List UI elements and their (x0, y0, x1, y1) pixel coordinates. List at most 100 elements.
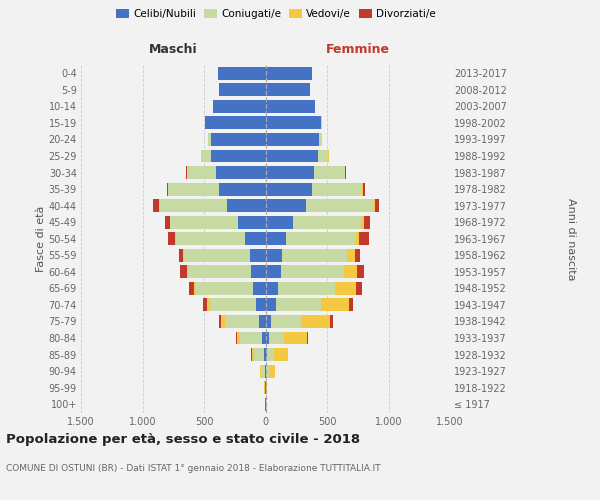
Bar (265, 282, 278, 295)
Bar (237, 332, 240, 344)
Bar (251, 266, 265, 278)
Bar (205, 116, 265, 130)
Bar (238, 216, 265, 228)
Bar (259, 315, 265, 328)
Text: Popolazione per età, sesso e stato civile - 2018: Popolazione per età, sesso e stato civil… (6, 432, 360, 446)
Bar (265, 232, 286, 245)
Bar (254, 348, 263, 361)
Bar (265, 84, 310, 96)
Text: COMUNE DI OSTUNI (BR) - Dati ISTAT 1° gennaio 2018 - Elaborazione TUTTITALIA.IT: COMUNE DI OSTUNI (BR) - Dati ISTAT 1° ge… (6, 464, 380, 473)
Bar (265, 266, 281, 278)
Bar (211, 133, 265, 146)
Bar (363, 182, 365, 196)
Bar (184, 249, 250, 262)
Bar (266, 364, 269, 378)
Bar (322, 298, 349, 312)
Bar (265, 315, 271, 328)
Bar (265, 133, 319, 146)
Bar (256, 298, 265, 312)
Bar (219, 182, 265, 196)
Bar (347, 249, 355, 262)
Bar (265, 166, 314, 179)
Bar (154, 199, 159, 212)
Bar (356, 232, 359, 245)
Bar (240, 332, 262, 344)
Bar (284, 332, 307, 344)
Bar (167, 182, 169, 196)
Bar (203, 298, 208, 312)
Bar (188, 266, 251, 278)
Bar (218, 67, 265, 80)
Bar (265, 364, 266, 378)
Bar (265, 348, 268, 361)
Y-axis label: Anni di nascita: Anni di nascita (566, 198, 577, 280)
Bar (276, 298, 322, 312)
Bar (262, 332, 265, 344)
Bar (364, 216, 370, 228)
Bar (362, 182, 363, 196)
Text: Maschi: Maschi (149, 43, 197, 56)
Bar (187, 266, 188, 278)
Bar (357, 266, 364, 278)
Bar (282, 249, 347, 262)
Bar (227, 199, 265, 212)
Y-axis label: Fasce di età: Fasce di età (35, 206, 46, 272)
Bar (265, 116, 322, 130)
Bar (212, 100, 265, 113)
Bar (311, 182, 362, 196)
Bar (220, 84, 265, 96)
Bar (306, 199, 374, 212)
Bar (314, 166, 345, 179)
Bar (335, 282, 356, 295)
Bar (188, 282, 194, 295)
Bar (375, 199, 379, 212)
Bar (263, 348, 265, 361)
Bar (281, 266, 344, 278)
Bar (265, 298, 276, 312)
Bar (266, 381, 268, 394)
Bar (250, 249, 265, 262)
Bar (349, 298, 353, 312)
Bar (169, 182, 219, 196)
Bar (208, 133, 211, 146)
Bar (160, 199, 227, 212)
Bar (176, 232, 245, 245)
Bar (271, 315, 301, 328)
Bar (344, 266, 357, 278)
Bar (265, 216, 293, 228)
Bar (251, 348, 254, 361)
Bar (356, 282, 362, 295)
Bar (209, 298, 256, 312)
Bar (208, 298, 209, 312)
Bar (181, 266, 187, 278)
Bar (319, 133, 322, 146)
Bar (194, 282, 196, 295)
Text: Femmine: Femmine (326, 43, 390, 56)
Bar (293, 216, 361, 228)
Bar (355, 249, 361, 262)
Bar (262, 364, 265, 378)
Bar (286, 232, 356, 245)
Bar (236, 332, 237, 344)
Bar (361, 216, 364, 228)
Bar (225, 315, 259, 328)
Bar (265, 249, 282, 262)
Bar (265, 100, 316, 113)
Bar (265, 332, 269, 344)
Bar (245, 232, 265, 245)
Bar (265, 199, 306, 212)
Bar (269, 364, 275, 378)
Bar (179, 249, 184, 262)
Bar (260, 364, 262, 378)
Bar (318, 150, 328, 162)
Bar (331, 315, 332, 328)
Bar (265, 67, 311, 80)
Bar (265, 182, 311, 196)
Bar (374, 199, 375, 212)
Bar (307, 332, 308, 344)
Bar (359, 232, 368, 245)
Bar (268, 348, 274, 361)
Bar (217, 166, 265, 179)
Bar (221, 315, 225, 328)
Bar (278, 282, 335, 295)
